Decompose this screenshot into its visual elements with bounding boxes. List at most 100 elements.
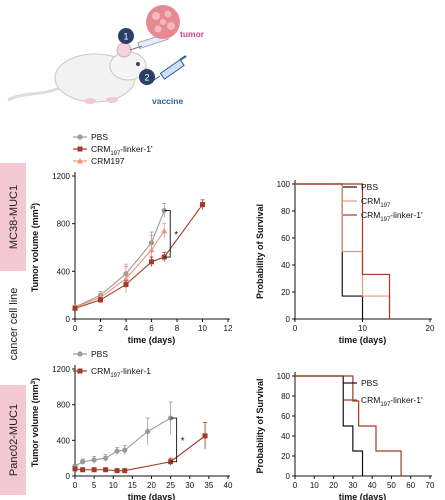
significance-bracket [170, 417, 178, 463]
x-tick-label: 6 [149, 324, 154, 333]
x-tick-label: 30 [348, 481, 357, 490]
legend-label: PBS [91, 132, 108, 142]
x-tick-label: 70 [426, 481, 435, 490]
data-point [122, 468, 128, 474]
data-point [80, 459, 86, 465]
y-tick-label: 20 [281, 288, 290, 297]
x-tick-label: 8 [175, 324, 180, 333]
y-tick-label: 1200 [52, 365, 70, 374]
x-axis-label: time (days) [339, 492, 387, 500]
x-tick-label: 15 [128, 481, 137, 490]
syringe-2-icon [153, 55, 187, 81]
legend-marker [77, 368, 83, 374]
x-tick-label: 30 [185, 481, 194, 490]
data-point [123, 281, 129, 287]
step-1-number: 1 [123, 32, 128, 42]
panc02-row-label: Panc02-MUC1 [8, 404, 20, 476]
x-tick-label: 25 [166, 481, 175, 490]
x-tick-label: 20 [426, 324, 435, 333]
schematic: 1 tumor 2 vaccine [7, 5, 205, 106]
chart-mc38-survival: 0 10 20 0 20 40 60 80 100 time (days) Probability … [255, 180, 435, 345]
y-tick-label: 80 [281, 207, 290, 216]
data-point [200, 202, 205, 208]
data-point [123, 275, 129, 281]
legend-label: PBS [361, 378, 378, 388]
significance-star: * [181, 436, 185, 447]
x-tick-label: 0 [73, 481, 78, 490]
legend-label: CRM197-linker-1 [91, 366, 151, 379]
data-point [161, 227, 168, 234]
chart-mc38-tumor-volume: 0 2 4 6 8 10 12 0 400 800 1200 time (days) Tumor vol… [30, 132, 233, 345]
legend-label: PBS [91, 349, 108, 359]
legend-label: CRM197 [361, 196, 390, 209]
data-point [91, 457, 97, 463]
y-tick-label: 400 [57, 267, 71, 276]
data-point [145, 428, 151, 435]
data-point [103, 455, 109, 461]
legend-marker [77, 134, 83, 140]
data-point [80, 467, 86, 473]
mc38-band [0, 163, 26, 271]
step-2-badge [139, 69, 155, 85]
x-axis-label: time (days) [128, 335, 176, 345]
y-tick-label: 0 [286, 315, 291, 324]
y-axis-label: Probability of Survival [255, 204, 265, 299]
legend-marker [77, 351, 83, 357]
y-tick-label: 100 [277, 180, 291, 189]
y-tick-label: 60 [281, 412, 290, 421]
legend-marker [77, 146, 83, 152]
y-tick-label: 40 [281, 261, 290, 270]
x-tick-label: 5 [92, 481, 97, 490]
data-point [72, 466, 78, 472]
data-point [98, 297, 103, 303]
tumor-label: tumor [180, 29, 205, 39]
x-tick-label: 10 [109, 481, 118, 490]
x-tick-label: 10 [310, 481, 319, 490]
y-axis-label: Tumor volume (mm3) [30, 378, 41, 467]
series-line [295, 183, 391, 319]
data-point [91, 467, 97, 473]
series-line [295, 375, 402, 476]
series-line [74, 210, 165, 308]
x-tick-label: 2 [98, 324, 103, 333]
tumor-cell-icon [146, 5, 180, 39]
x-tick-label: 40 [224, 481, 233, 490]
data-point [114, 448, 120, 454]
mouse-tail-icon [7, 86, 61, 102]
legend-label: CRM197 [91, 156, 125, 166]
legend-marker [77, 158, 83, 164]
y-tick-label: 80 [281, 392, 290, 401]
chart-panc02-survival: 0 10 20 30 40 50 60 70 0 20 40 60 80 100 time (days) Pr… [255, 372, 435, 500]
series-line [74, 435, 206, 472]
x-tick-label: 40 [368, 481, 377, 490]
y-tick-label: 20 [281, 452, 290, 461]
x-tick-label: 50 [387, 481, 396, 490]
y-axis-label: Probability of Survival [255, 378, 265, 473]
x-tick-label: 10 [358, 324, 367, 333]
significance-bracket [164, 210, 171, 258]
x-tick-label: 35 [204, 481, 213, 490]
data-point [122, 447, 128, 453]
x-tick-label: 20 [147, 481, 156, 490]
step-1-badge [118, 28, 134, 44]
y-tick-label: 800 [57, 401, 71, 410]
data-point [202, 433, 208, 439]
legend-label: CRM197-linker-1' [361, 210, 423, 223]
y-tick-label: 60 [281, 234, 290, 243]
row-labels: MC38-MUC1 cancer cell line Panc02-MUC1 [0, 163, 26, 495]
significance-star: * [174, 230, 178, 241]
data-point [149, 259, 154, 265]
x-tick-label: 12 [224, 324, 233, 333]
x-tick-label: 20 [329, 481, 338, 490]
x-tick-label: 0 [293, 324, 298, 333]
x-tick-label: 4 [124, 324, 129, 333]
vaccine-label: vaccine [152, 96, 183, 106]
x-tick-label: 10 [198, 324, 207, 333]
data-point [103, 467, 109, 473]
data-point [72, 305, 78, 311]
y-axis-label: Tumor volume (mm3) [30, 203, 41, 292]
y-tick-label: 0 [66, 472, 71, 481]
x-tick-label: 0 [73, 324, 78, 333]
